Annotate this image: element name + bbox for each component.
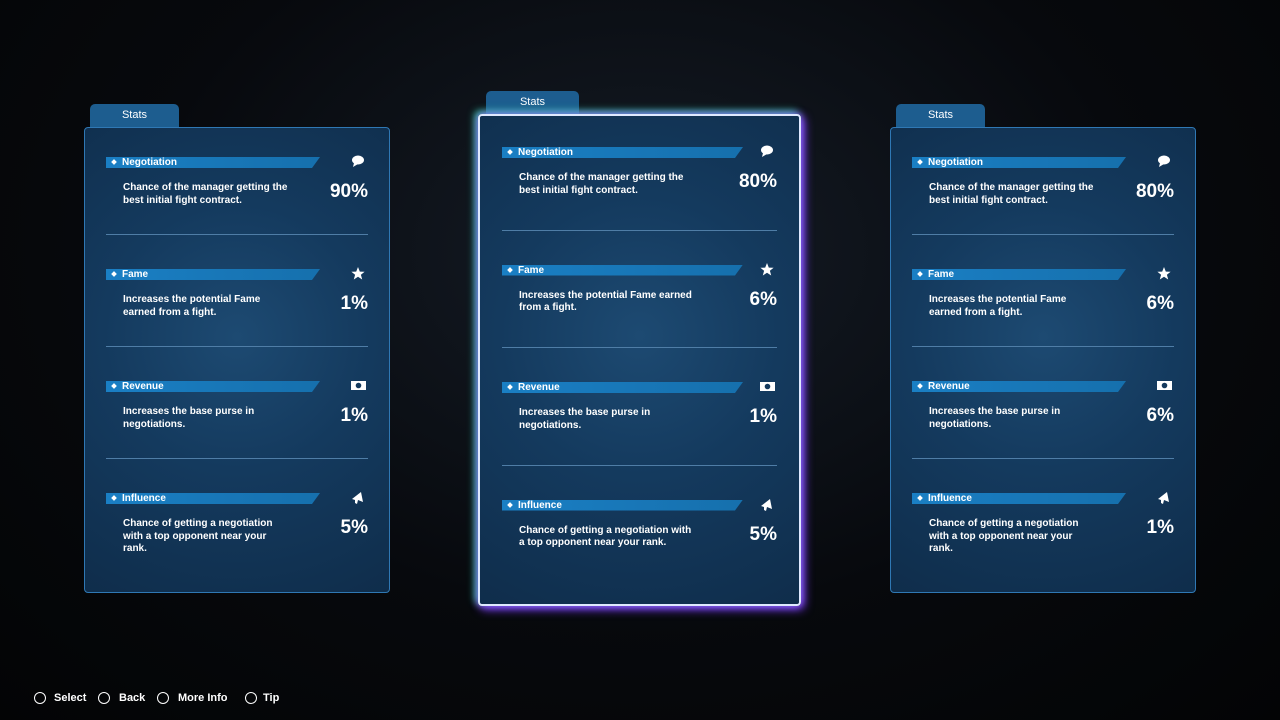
stat-name: Revenue: [502, 382, 743, 393]
stat-card[interactable]: [478, 114, 801, 606]
divider: [912, 234, 1174, 235]
stat-icon: [760, 262, 775, 282]
stat-value: 1%: [1146, 517, 1174, 538]
button-icon[interactable]: [245, 692, 257, 704]
icon: [352, 492, 363, 504]
icon: [1158, 155, 1170, 167]
stat-card[interactable]: [84, 127, 390, 593]
icon: [1157, 267, 1171, 280]
stat-icon: [351, 155, 366, 174]
stat-description: Increases the base purse in negotiations…: [123, 406, 255, 430]
stat-name: Fame: [502, 265, 743, 276]
button-icon[interactable]: [157, 692, 169, 704]
stat-name: Influence: [502, 500, 743, 511]
divider: [106, 234, 368, 235]
stat-icon: [1157, 379, 1172, 398]
icon: [761, 145, 773, 157]
stat-description: Chance of the manager getting the best i…: [123, 182, 288, 206]
divider: [502, 464, 777, 466]
stat-value: 6%: [1146, 405, 1174, 426]
stat-icon: [1157, 491, 1172, 510]
stat-value: 5%: [749, 523, 777, 545]
icon: [760, 382, 775, 391]
stat-name: Influence: [106, 493, 320, 504]
card-tab[interactable]: Stats: [486, 91, 579, 114]
stat-name: Influence: [912, 493, 1126, 504]
icon: [351, 381, 366, 390]
icon: [1158, 492, 1169, 504]
button-icon[interactable]: [98, 692, 110, 704]
button-label[interactable]: Back: [119, 692, 146, 704]
card-tab[interactable]: Stats: [896, 104, 985, 127]
card-tab[interactable]: Stats: [90, 104, 179, 127]
icon: [760, 262, 774, 275]
stat-description: Chance of getting a negotiation with a t…: [123, 518, 273, 554]
stat-description: Increases the potential Fame earned from…: [519, 289, 692, 314]
divider: [502, 229, 777, 231]
button-label[interactable]: More Info: [178, 692, 228, 704]
stat-description: Chance of the manager getting the best i…: [929, 182, 1094, 206]
stat-icon: [351, 379, 366, 398]
stat-value: 1%: [340, 293, 368, 314]
stat-name: Fame: [912, 269, 1126, 280]
divider: [106, 458, 368, 459]
stat-icon: [1157, 267, 1172, 286]
stat-name: Negotiation: [106, 157, 320, 168]
divider: [912, 346, 1174, 347]
button-icon[interactable]: [34, 692, 46, 704]
button-label[interactable]: Tip: [263, 692, 280, 704]
stat-description: Chance of getting a negotiation with a t…: [519, 524, 692, 549]
stat-description: Chance of getting a negotiation with a t…: [929, 518, 1079, 554]
stat-value: 80%: [1135, 181, 1174, 202]
divider: [912, 458, 1174, 459]
stat-value: 5%: [340, 517, 368, 538]
stat-card[interactable]: [890, 127, 1196, 593]
stat-icon: [760, 498, 775, 517]
stat-icon: [351, 267, 366, 286]
stat-icon: [760, 145, 775, 164]
stat-description: Increases the base purse in negotiations…: [929, 406, 1061, 430]
stat-description: Increases the potential Fame earned from…: [123, 294, 261, 318]
icon: [1157, 381, 1172, 390]
stat-value: 6%: [749, 288, 777, 310]
stat-description: Increases the potential Fame earned from…: [929, 294, 1067, 318]
icon: [351, 267, 365, 280]
divider: [502, 347, 777, 348]
stat-name: Negotiation: [502, 147, 743, 158]
stat-name: Revenue: [106, 381, 320, 392]
stat-value: 6%: [1146, 293, 1174, 314]
divider: [106, 346, 368, 347]
stat-icon: [1157, 155, 1172, 174]
icon: [761, 498, 772, 511]
stat-value: 1%: [749, 406, 777, 427]
stat-description: Chance of the manager getting the best i…: [519, 172, 684, 196]
button-label[interactable]: Select: [54, 692, 87, 704]
stat-value: 90%: [329, 181, 368, 202]
icon: [352, 155, 364, 167]
stat-name: Fame: [106, 269, 320, 280]
stat-icon: [760, 380, 775, 399]
stat-icon: [351, 491, 366, 510]
stat-description: Increases the base purse in negotiations…: [519, 407, 651, 431]
stat-name: Revenue: [912, 381, 1126, 392]
stat-name: Negotiation: [912, 157, 1126, 168]
stat-value: 80%: [738, 171, 777, 192]
stat-value: 1%: [340, 405, 368, 426]
